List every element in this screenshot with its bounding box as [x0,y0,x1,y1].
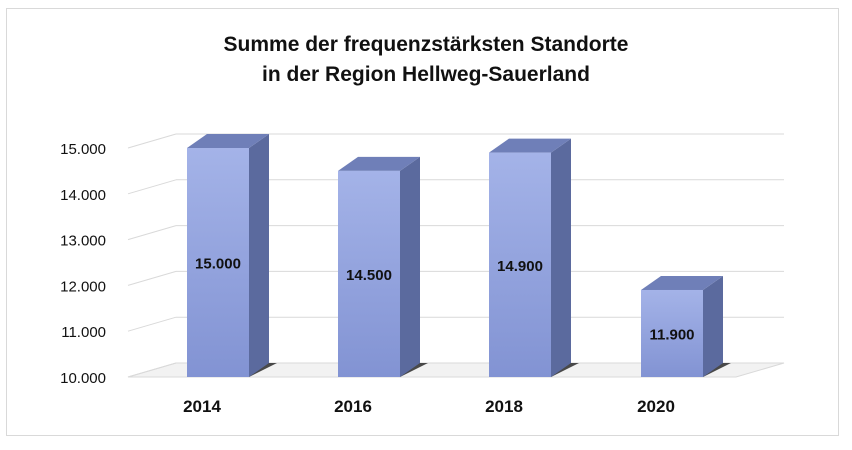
y-tick-label: 10.000 [60,370,106,387]
bar-top [489,138,571,153]
y-tick-label: 12.000 [60,278,106,295]
bar-top [641,275,723,290]
gridline-diagonal [127,179,177,195]
bar-2018 [489,138,579,377]
x-tick-label: 2014 [183,397,221,416]
data-label: 14.500 [346,267,392,284]
bar-2020 [641,275,731,377]
bar-side [551,138,571,377]
chart-title-line-1: Summe der frequenzstärksten Standorte [223,33,629,56]
gridline-diagonal [127,270,177,286]
gridline-diagonal [127,316,177,332]
bar-2016 [338,156,428,377]
data-label: 14.900 [497,258,543,275]
bar-2014 [187,134,277,377]
gridline-diagonal [127,133,177,149]
bar-front [641,289,703,377]
x-tick-label: 2016 [334,397,372,416]
data-label: 15.000 [195,256,241,273]
bar-top [338,156,420,171]
data-label: 11.900 [649,326,694,343]
bar-side [703,275,723,377]
bar-side [249,134,269,377]
bar-side [400,156,420,377]
bar-front [187,148,249,377]
y-tick-label: 15.000 [60,141,106,158]
gridline-diagonal [127,362,177,378]
bar-front [338,170,400,377]
x-tick-label: 2020 [637,397,675,416]
x-tick-label: 2018 [485,397,523,416]
y-tick-label: 14.000 [60,187,106,204]
gridline-diagonal [127,225,177,241]
y-tick-label: 11.000 [61,324,106,341]
chart-title-line-2: in der Region Hellweg-Sauerland [262,63,590,86]
bar-top [187,134,269,148]
y-tick-label: 13.000 [60,233,106,250]
bar-front [489,152,551,377]
